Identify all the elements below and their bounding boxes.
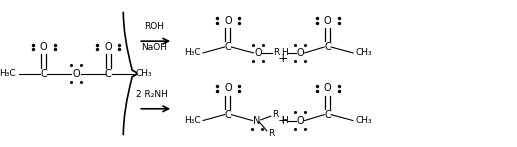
Text: O: O <box>254 48 262 58</box>
Text: CH₃: CH₃ <box>355 48 372 57</box>
Text: H: H <box>281 48 288 57</box>
Text: C: C <box>224 110 231 120</box>
Text: O: O <box>72 69 80 78</box>
Text: H₃C: H₃C <box>0 69 16 78</box>
Text: O: O <box>324 16 331 26</box>
Text: CH₃: CH₃ <box>136 69 153 78</box>
Text: N: N <box>253 116 261 126</box>
Text: H: H <box>281 116 288 125</box>
Text: +: + <box>278 114 288 127</box>
Text: O: O <box>224 83 232 93</box>
Text: NaOH: NaOH <box>141 42 167 52</box>
Text: 2 R₂NH: 2 R₂NH <box>136 90 168 99</box>
Text: C: C <box>224 42 231 52</box>
Text: O: O <box>104 42 112 52</box>
Text: O: O <box>40 42 48 52</box>
Text: C: C <box>324 42 331 52</box>
Text: ROH: ROH <box>144 22 164 31</box>
Text: H₃C: H₃C <box>184 48 201 57</box>
Text: O: O <box>324 83 331 93</box>
Text: O: O <box>224 16 232 26</box>
Text: O: O <box>296 116 304 126</box>
Text: H₃C: H₃C <box>184 116 201 125</box>
Text: R: R <box>268 129 274 138</box>
Text: R: R <box>272 110 278 119</box>
Text: C: C <box>324 110 331 120</box>
Text: C: C <box>105 69 112 78</box>
Text: O: O <box>296 48 304 58</box>
Text: +: + <box>278 52 288 65</box>
Text: R: R <box>273 48 279 57</box>
Text: C: C <box>40 69 47 78</box>
Text: CH₃: CH₃ <box>355 116 372 125</box>
